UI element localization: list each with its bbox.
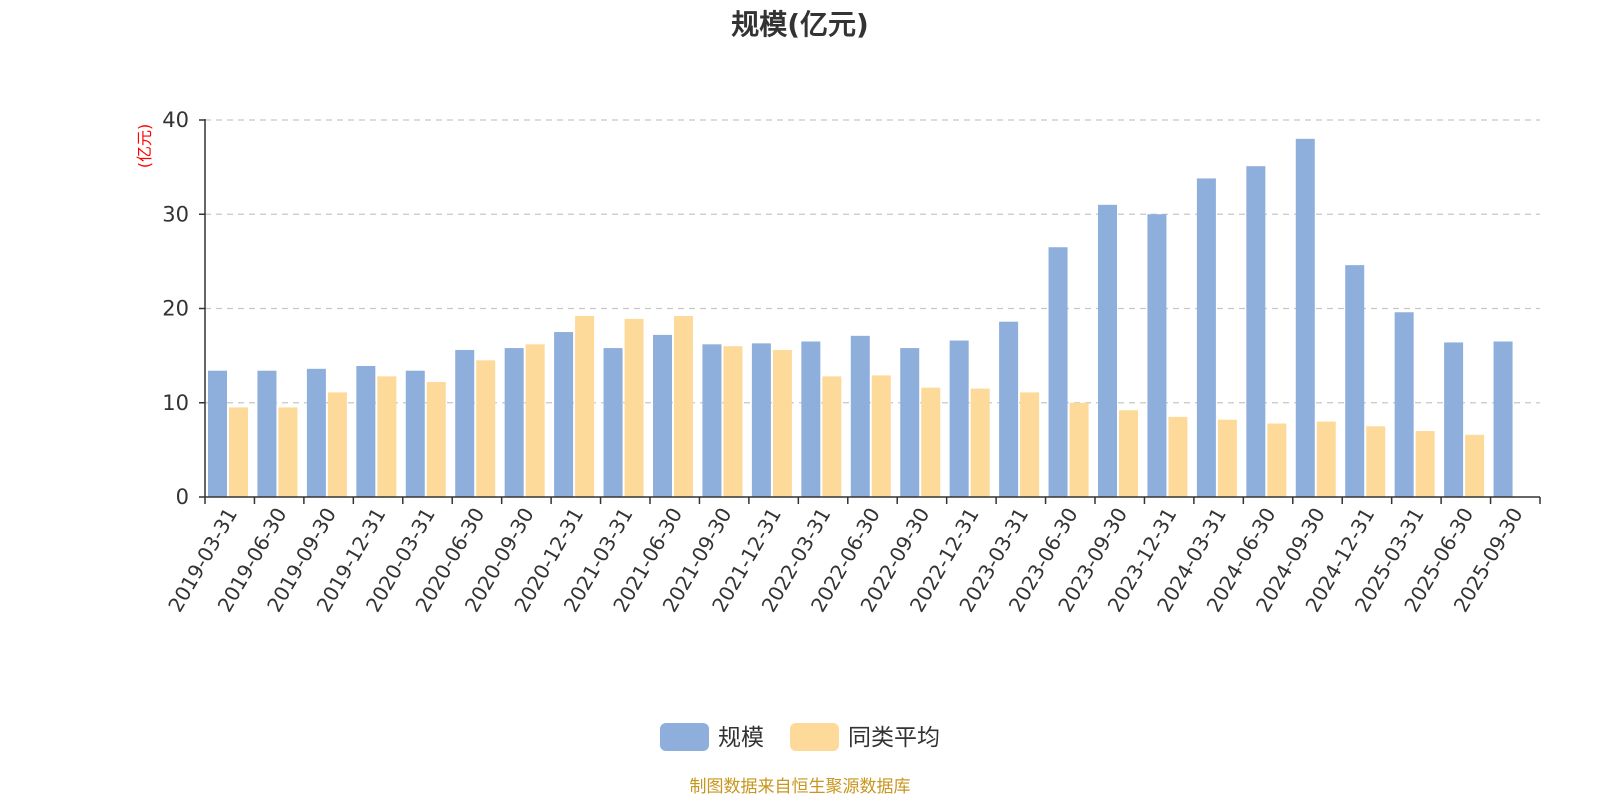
bar-peer-average bbox=[476, 360, 496, 497]
legend-item[interactable]: 规模 bbox=[660, 723, 764, 751]
bar-scale bbox=[949, 340, 969, 497]
bar-peer-average bbox=[1119, 410, 1138, 497]
bar-scale bbox=[1493, 341, 1513, 497]
y-tick-label: 40 bbox=[162, 108, 189, 132]
bar-scale bbox=[1246, 166, 1266, 497]
y-axis-unit-label: (亿元) bbox=[135, 124, 154, 169]
bar-scale bbox=[405, 370, 425, 497]
bar-peer-average bbox=[525, 344, 545, 497]
bar-scale bbox=[1048, 247, 1068, 497]
bar-scale bbox=[1098, 204, 1117, 497]
bar-peer-average bbox=[327, 392, 347, 497]
bar-scale bbox=[208, 370, 227, 497]
bar-peer-average bbox=[970, 388, 990, 497]
bar-scale bbox=[900, 348, 920, 497]
bar-scale bbox=[356, 365, 376, 497]
legend-item[interactable]: 同类平均 bbox=[790, 723, 940, 751]
grid-lines bbox=[205, 119, 1540, 404]
bar-scale bbox=[1295, 138, 1315, 497]
y-tick-label: 30 bbox=[162, 202, 189, 226]
data-source-note: 制图数据来自恒生聚源数据库 bbox=[690, 777, 911, 797]
legend-label: 规模 bbox=[718, 725, 764, 751]
bar-peer-average bbox=[921, 387, 941, 497]
x-tick-labels: 2019-03-312019-06-302019-09-302019-12-31… bbox=[163, 504, 1527, 617]
bar-scale bbox=[306, 368, 326, 497]
bar-peer-average bbox=[1069, 402, 1089, 497]
bar-scale bbox=[554, 332, 574, 497]
bar-scale bbox=[455, 349, 475, 497]
bar-scale bbox=[1147, 214, 1167, 497]
bar-scale bbox=[751, 343, 771, 497]
legend-swatch bbox=[790, 723, 839, 751]
bar-peer-average bbox=[624, 318, 644, 497]
y-tick-labels: 0 10 20 30 40 bbox=[162, 108, 189, 509]
bar-peer-average bbox=[822, 376, 842, 497]
bar-peer-average bbox=[229, 407, 248, 497]
bar-peer-average bbox=[1020, 392, 1040, 497]
bar-scale bbox=[999, 321, 1019, 497]
bar-scale bbox=[702, 344, 722, 497]
bar-peer-average bbox=[1168, 416, 1188, 497]
bar-scale bbox=[801, 341, 821, 497]
bars bbox=[208, 138, 1513, 497]
bar-scale bbox=[850, 335, 870, 497]
bar-peer-average bbox=[377, 376, 397, 497]
bar-peer-average bbox=[1217, 419, 1237, 497]
bar-scale bbox=[1196, 178, 1216, 497]
bar-scale bbox=[1345, 265, 1365, 497]
bar-scale bbox=[1394, 312, 1414, 497]
bar-scale bbox=[653, 334, 672, 497]
legend-label: 同类平均 bbox=[848, 725, 940, 751]
bar-peer-average bbox=[278, 407, 298, 497]
legend[interactable]: 规模 同类平均 bbox=[660, 723, 940, 751]
bar-scale bbox=[1444, 342, 1464, 497]
bar-scale bbox=[504, 348, 524, 497]
bar-peer-average bbox=[1415, 431, 1435, 497]
y-tick-label: 20 bbox=[162, 297, 189, 321]
bar-peer-average bbox=[723, 346, 743, 497]
bar-peer-average bbox=[1465, 434, 1485, 497]
bar-peer-average bbox=[772, 349, 792, 497]
bar-peer-average bbox=[1316, 421, 1336, 497]
bar-peer-average bbox=[426, 382, 446, 497]
y-tick-label: 10 bbox=[162, 391, 189, 415]
y-tick-label: 0 bbox=[176, 485, 189, 509]
bar-scale bbox=[257, 370, 277, 497]
bar-peer-average bbox=[871, 375, 891, 497]
bar-peer-average bbox=[1267, 423, 1287, 497]
legend-swatch bbox=[660, 723, 709, 751]
chart-title: 规模(亿元) bbox=[731, 8, 869, 41]
bar-peer-average bbox=[1366, 426, 1386, 497]
bar-peer-average bbox=[575, 316, 595, 497]
bar-scale bbox=[603, 348, 623, 497]
bar-peer-average bbox=[674, 316, 693, 497]
axes bbox=[199, 119, 1541, 504]
